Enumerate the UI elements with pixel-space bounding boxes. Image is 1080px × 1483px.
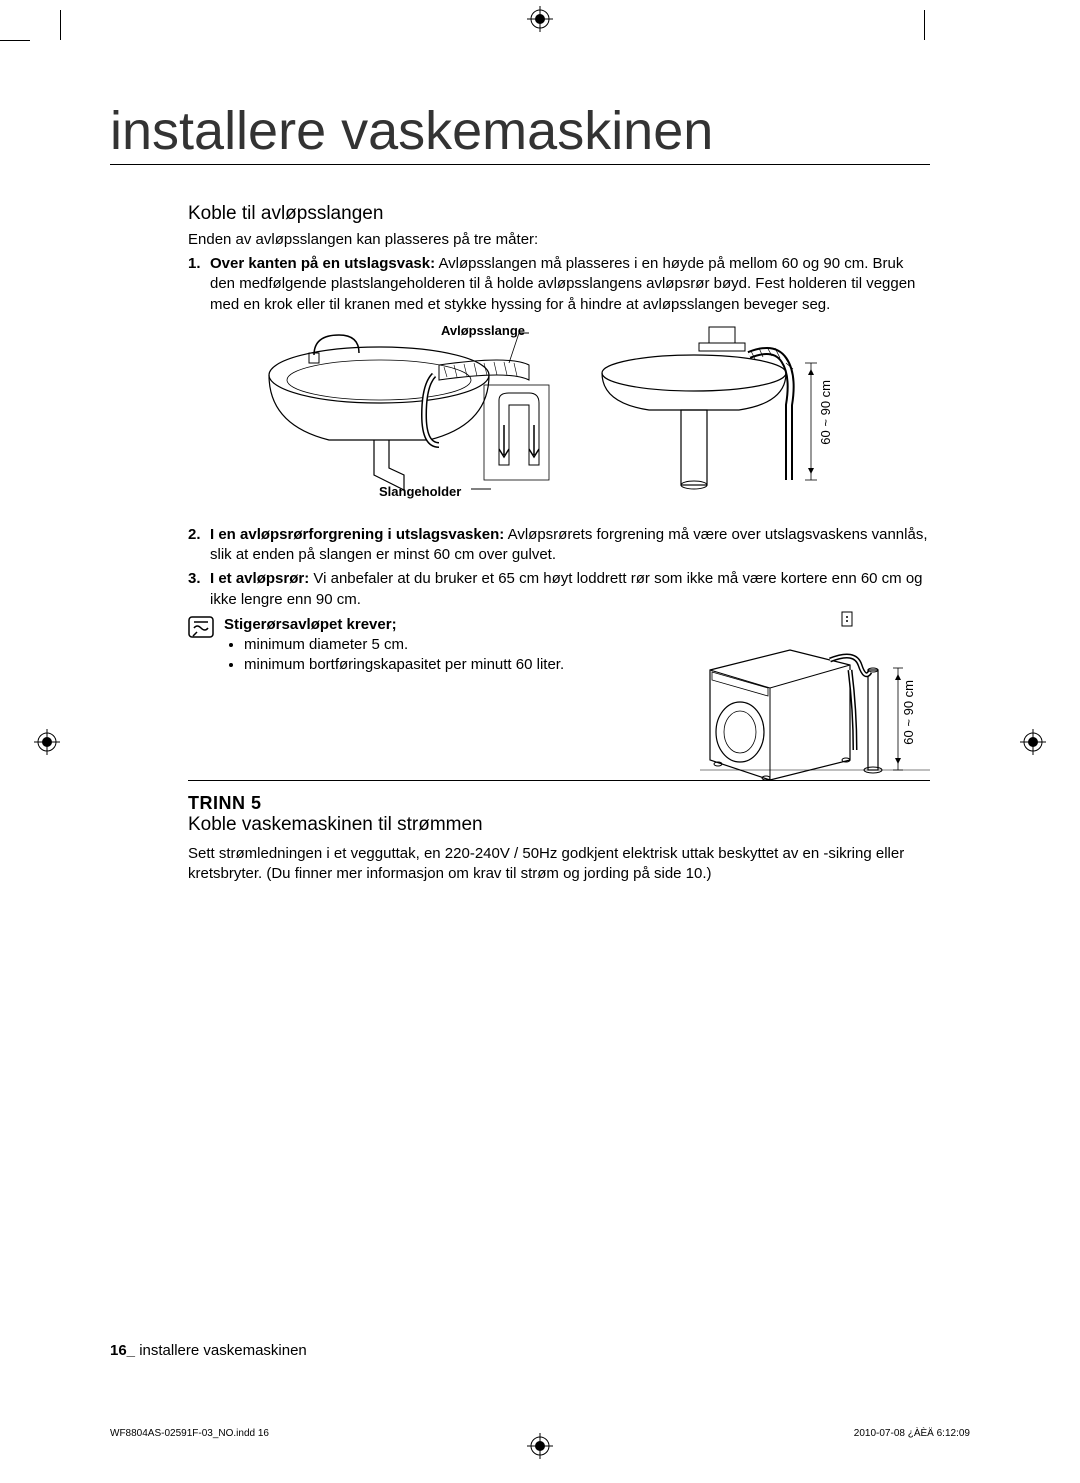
- bullet-item: minimum bortføringskapasitet per minutt …: [244, 655, 564, 675]
- crop-mark: [60, 10, 61, 40]
- note-bullets: minimum diameter 5 cm. minimum bortførin…: [224, 635, 564, 676]
- registration-mark-icon: [34, 729, 60, 755]
- page-number: 16_: [110, 1342, 135, 1359]
- figure-sink-2: 60 ~ 90 cm: [599, 325, 859, 505]
- dimension-label: 60 ~ 90 cm: [901, 680, 916, 745]
- footer-label: installere vaskemaskinen: [135, 1342, 307, 1359]
- dimension-label: 60 ~ 90 cm: [818, 380, 833, 445]
- print-filename: WF8804AS-02591F-03_NO.indd 16: [110, 1428, 269, 1439]
- step-body: Sett strømledningen i et vegguttak, en 2…: [188, 844, 930, 885]
- section-heading: Koble til avløpsslangen: [188, 203, 930, 225]
- crop-mark: [0, 40, 30, 41]
- crop-mark: [924, 10, 925, 40]
- figure-label-holder: Slangeholder: [379, 484, 461, 499]
- list-item: 1. Over kanten på en utslagsvask: Avløps…: [188, 254, 930, 315]
- washer-diagram-icon: [700, 610, 930, 780]
- page-title: installere vaskemaskinen: [110, 100, 930, 165]
- list-item: 2. I en avløpsrørforgrening i utslagsvas…: [188, 525, 930, 566]
- item-lead: I en avløpsrørforgrening i utslagsvasken…: [210, 526, 504, 543]
- note-block: Stigerørsavløpet krever; minimum diamete…: [188, 616, 680, 676]
- intro-text: Enden av avløpsslangen kan plasseres på …: [188, 231, 930, 248]
- figure-row: Avløpsslange: [188, 325, 930, 505]
- item-text: Vi anbefaler at du bruker et 65 cm høyt …: [210, 570, 923, 607]
- print-metadata: WF8804AS-02591F-03_NO.indd 16 2010-07-08…: [110, 1428, 970, 1439]
- instruction-list-cont: 2. I en avløpsrørforgrening i utslagsvas…: [188, 525, 930, 610]
- bullet-item: minimum diameter 5 cm.: [244, 635, 564, 655]
- page-footer: 16_ installere vaskemaskinen: [110, 1342, 307, 1359]
- note-icon: [188, 616, 214, 638]
- sink-diagram-icon: [259, 325, 569, 505]
- print-timestamp: 2010-07-08 ¿ÀÈÄ 6:12:09: [854, 1428, 970, 1439]
- step-heading: Koble vaskemaskinen til strømmen: [188, 814, 930, 836]
- figure-label-hose: Avløpsslange: [441, 323, 525, 338]
- list-item: 3. I et avløpsrør: Vi anbefaler at du br…: [188, 569, 930, 610]
- leader-line-icon: [471, 483, 501, 495]
- figure-washer: 60 ~ 90 cm: [700, 610, 930, 780]
- registration-mark-icon: [527, 6, 553, 32]
- item-lead: Over kanten på en utslagsvask:: [210, 255, 435, 272]
- registration-mark-icon: [1020, 729, 1046, 755]
- item-number: 2.: [188, 525, 201, 545]
- item-number: 3.: [188, 569, 201, 589]
- page-content: installere vaskemaskinen Koble til avløp…: [110, 100, 930, 884]
- figure-sink-1: Avløpsslange: [259, 325, 569, 505]
- instruction-list: 1. Over kanten på en utslagsvask: Avløps…: [188, 254, 930, 315]
- item-lead: I et avløpsrør:: [210, 570, 309, 587]
- note-title: Stigerørsavløpet krever;: [224, 616, 564, 633]
- item-number: 1.: [188, 254, 201, 274]
- step-number: TRINN 5: [188, 793, 930, 814]
